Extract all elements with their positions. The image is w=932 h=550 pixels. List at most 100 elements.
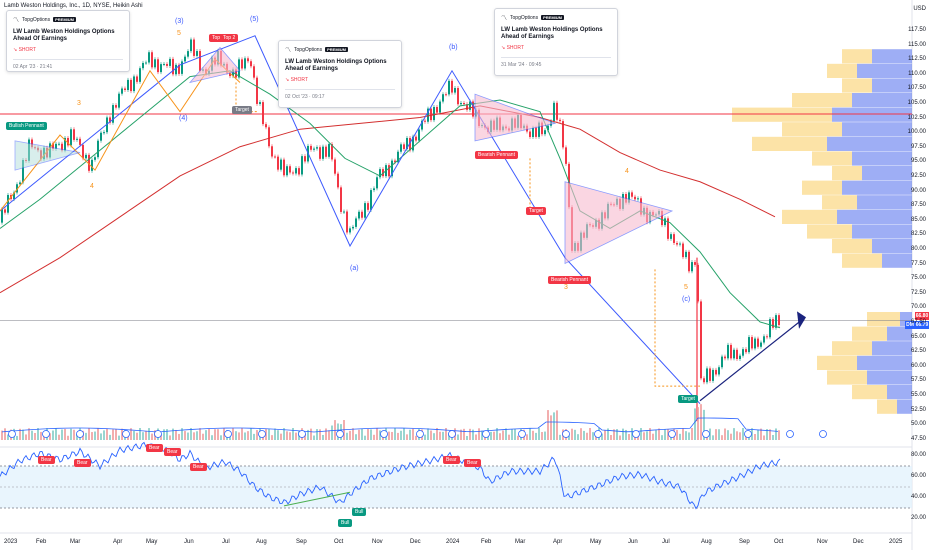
volume-bar: [355, 434, 357, 440]
price-candle: [235, 69, 237, 78]
volume-bar: [76, 434, 78, 440]
price-candle: [403, 144, 405, 150]
uptrend-line: [699, 318, 804, 402]
price-tick-label: 87.50: [910, 202, 926, 209]
price-candle: [85, 154, 87, 159]
price-candle: [64, 137, 66, 151]
volume-bar: [751, 428, 753, 440]
event-marker-icon: [336, 430, 344, 438]
volume-bar: [406, 434, 408, 440]
volume-bar: [607, 428, 609, 440]
price-candle: [187, 51, 189, 57]
price-candle: [154, 59, 156, 68]
volume-bar: [295, 432, 297, 440]
price-tick-label: 50.00: [910, 421, 926, 428]
volume-bar: [589, 428, 591, 440]
volume-bar: [121, 428, 123, 440]
price-candle: [688, 251, 690, 272]
price-candle: [388, 165, 390, 177]
volume-bar: [178, 433, 180, 440]
idea-title[interactable]: LW Lamb Weston Holdings Options Ahead of…: [285, 59, 387, 72]
price-tick-label: 65.00: [910, 333, 926, 340]
target-tag-2[interactable]: Target: [526, 207, 546, 215]
price-candle: [361, 211, 363, 218]
bullish-pennant-tag[interactable]: Bullish Pennant: [6, 122, 47, 130]
price-candle: [352, 226, 354, 229]
volume-profile-bar: [872, 78, 912, 93]
price-candle: [544, 130, 546, 135]
volume-bar: [679, 433, 681, 440]
volume-profile-bar: [842, 253, 882, 268]
volume-bar: [622, 428, 624, 440]
top-tag[interactable]: Top: [209, 34, 224, 42]
bearish-pennant-tag-2[interactable]: Bearish Pennant: [548, 276, 591, 284]
arrow-head-icon: [797, 311, 806, 329]
price-tick-label: 75.00: [910, 275, 926, 282]
idea-title[interactable]: LW Lamb Weston Holdings Options Ahead Of…: [13, 29, 115, 42]
price-candle: [469, 101, 471, 110]
price-candle: [112, 105, 114, 123]
top2-tag[interactable]: Top 2: [220, 34, 239, 42]
volume-bar: [436, 428, 438, 440]
time-tick-label: Sep: [739, 539, 750, 545]
idea-title[interactable]: LW Lamb Weston Holdings Options Ahead of…: [501, 27, 603, 40]
price-candle: [256, 77, 258, 104]
wave-label-a: (a): [350, 265, 359, 272]
idea-card-3[interactable]: 〽 TopgOptions PREMIUM LW Lamb Weston Holdi…: [494, 8, 618, 76]
volume-profile-bar: [827, 63, 857, 78]
volume-bar: [400, 430, 402, 440]
bearish-pennant-tag-1[interactable]: Bearish Pennant: [475, 151, 518, 159]
idea-card-2[interactable]: 〽 TopgOptions PREMIUM LW Lamb Weston Holdi…: [278, 40, 402, 108]
time-tick-label: May: [146, 539, 158, 545]
price-candle: [118, 93, 120, 108]
price-candle: [82, 144, 84, 159]
volume-bar: [196, 431, 198, 440]
volume-bar: [358, 429, 360, 440]
volume-bar: [658, 428, 660, 440]
volume-bar: [142, 432, 144, 440]
target-tag-3[interactable]: Target: [678, 395, 698, 403]
price-candle: [139, 68, 141, 82]
price-candle: [406, 137, 408, 150]
price-candle: [769, 319, 771, 338]
time-tick-label: 2024: [446, 539, 460, 545]
volume-bar: [592, 432, 594, 440]
event-marker-icon: [744, 430, 752, 438]
volume-bar: [586, 432, 588, 440]
price-candle: [55, 143, 57, 149]
volume-bar: [67, 435, 69, 440]
volume-bar: [235, 431, 237, 440]
price-candle: [337, 173, 339, 188]
price-candle: [442, 94, 444, 102]
volume-bar: [145, 431, 147, 440]
time-tick-label: Dec: [853, 539, 864, 545]
price-candle: [325, 146, 327, 157]
event-marker-icon: [819, 430, 827, 438]
idea-card-1[interactable]: 〽 TopgOptions PREMIUM LW Lamb Weston Holdi…: [6, 10, 130, 72]
volume-bar: [217, 429, 219, 440]
volume-profile-bar: [832, 239, 872, 254]
price-candle: [556, 102, 558, 120]
volume-bar: [493, 431, 495, 440]
volume-bar: [109, 434, 111, 440]
volume-bar: [253, 433, 255, 440]
price-candle: [529, 131, 531, 138]
wave-label-b: (b): [449, 44, 458, 51]
price-candle: [175, 64, 177, 75]
price-candle: [628, 192, 630, 203]
volume-bar: [103, 430, 105, 440]
price-candle: [415, 136, 417, 141]
price-candle: [373, 188, 375, 191]
price-candle: [142, 62, 144, 69]
price-candle: [778, 315, 780, 325]
volume-bar: [250, 428, 252, 440]
event-marker-icon: [448, 430, 456, 438]
target-tag-1[interactable]: Target: [232, 106, 252, 114]
wave-label-5b: 5: [684, 284, 688, 291]
price-tick-label: 70.00: [910, 304, 926, 311]
wave-label-4b: 4: [625, 168, 629, 175]
volume-bar: [370, 429, 372, 440]
volume-bar: [187, 432, 189, 440]
volume-bar: [373, 434, 375, 440]
